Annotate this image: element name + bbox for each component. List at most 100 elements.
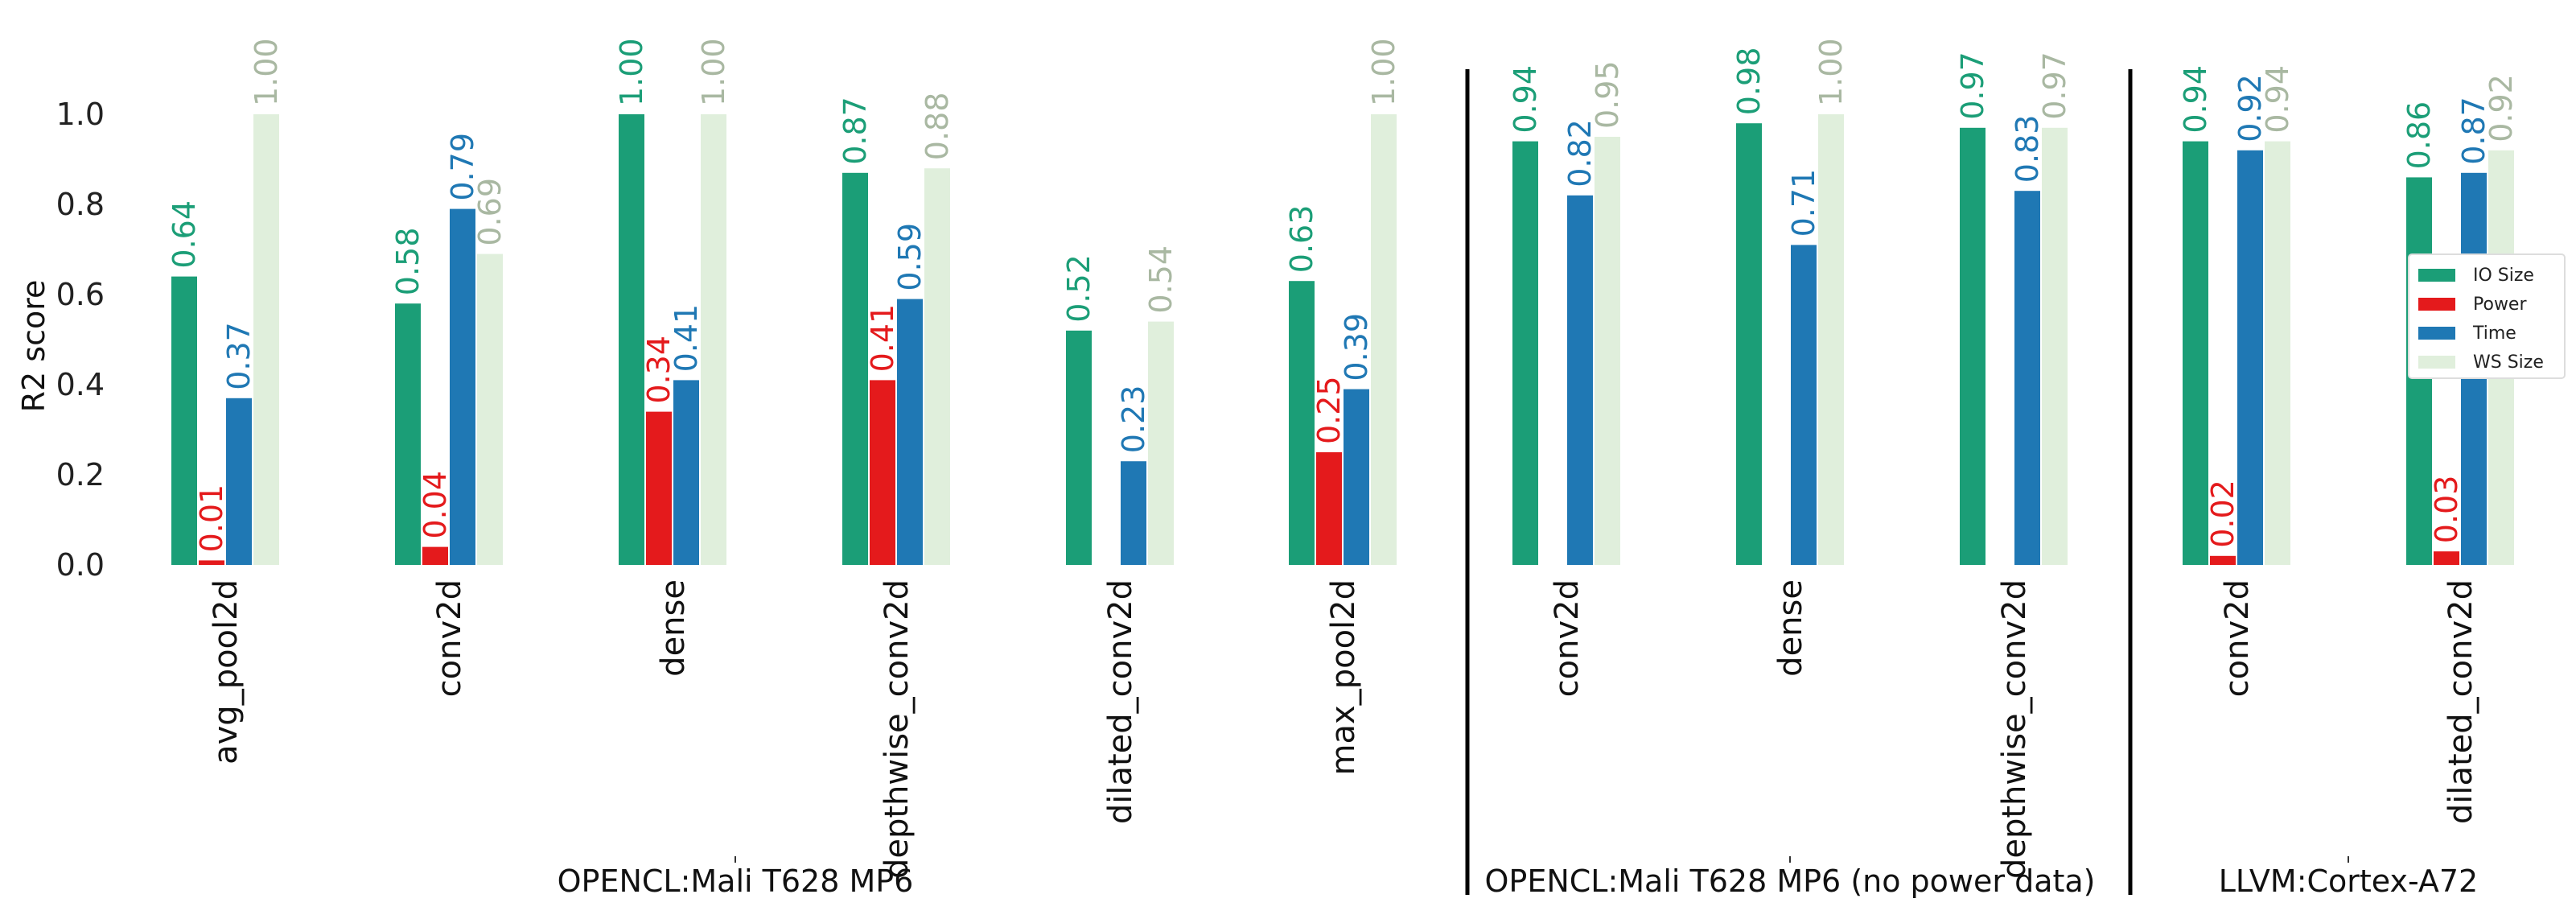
bar-io-size xyxy=(1736,123,1762,565)
bar-ws-size xyxy=(1148,321,1174,565)
bar-io-size xyxy=(395,303,421,565)
value-label: 0.87 xyxy=(837,97,873,165)
category-label: avg_pool2d xyxy=(208,579,245,764)
value-label: 0.95 xyxy=(1590,60,1625,129)
category-label: dilated_conv2d xyxy=(2442,579,2479,824)
bar-time xyxy=(2014,191,2040,565)
category-labels: avg_pool2d conv2d dense depthwise_conv2d dil… xyxy=(208,579,2479,879)
value-label: 0.83 xyxy=(2010,115,2045,183)
value-label: 0.87 xyxy=(2456,97,2492,165)
bar-io-size xyxy=(1066,330,1092,565)
value-label: 0.37 xyxy=(221,322,257,390)
value-label: 0.25 xyxy=(1311,376,1347,444)
value-label: 0.82 xyxy=(1562,119,1598,188)
bar-power xyxy=(646,411,672,565)
bar-ws-size xyxy=(2265,141,2290,566)
value-label: 0.34 xyxy=(641,336,677,404)
bar-power xyxy=(199,560,224,565)
y-tick-label: 0.6 xyxy=(56,277,105,312)
y-tick-label: 0.8 xyxy=(56,187,105,222)
value-label: 1.00 xyxy=(249,38,284,106)
group-labels: OPENCL:Mali T628 MP6 OPENCL:Mali T628 MP6… xyxy=(558,856,2478,899)
value-label: 0.92 xyxy=(2483,74,2519,142)
value-label: 0.69 xyxy=(472,178,508,246)
value-label: 0.86 xyxy=(2401,101,2437,170)
value-label: 0.04 xyxy=(418,471,453,539)
legend-label: IO Size xyxy=(2473,266,2534,286)
bar-power xyxy=(870,380,895,565)
bar-power xyxy=(422,546,448,565)
value-label: 0.41 xyxy=(669,304,704,373)
bar-time xyxy=(1567,195,1593,566)
value-label: 0.03 xyxy=(2429,476,2464,544)
value-label: 0.94 xyxy=(2178,65,2213,134)
bar-time xyxy=(450,208,475,565)
category-label: conv2d xyxy=(1549,579,1586,697)
category-label: depthwise_conv2d xyxy=(879,579,916,879)
value-label: 0.63 xyxy=(1284,205,1319,274)
category-label: conv2d xyxy=(2219,579,2256,697)
bar-time xyxy=(226,398,252,565)
value-label: 0.97 xyxy=(1955,52,1990,120)
category-label: depthwise_conv2d xyxy=(1996,579,2033,879)
bar-ws-size xyxy=(701,114,726,565)
category-label: dense xyxy=(1772,579,1809,677)
legend-box xyxy=(2408,253,2566,379)
y-axis: 0.0 0.2 0.4 0.6 0.8 1.0 R2 score xyxy=(16,69,2133,895)
y-tick-label: 1.0 xyxy=(56,97,105,132)
bar-ws-size xyxy=(477,253,503,565)
value-label: 0.71 xyxy=(1786,169,1821,237)
bar-io-size xyxy=(842,172,868,566)
bar-time xyxy=(1791,245,1817,565)
group-label: OPENCL:Mali T628 MP6 (no power data) xyxy=(1485,863,2096,899)
value-label: 0.41 xyxy=(865,304,900,373)
bar-ws-size xyxy=(2042,127,2068,566)
bar-power xyxy=(2434,551,2459,565)
value-label: 0.64 xyxy=(167,200,202,269)
value-label: 1.00 xyxy=(614,38,649,106)
value-label: 0.54 xyxy=(1143,245,1179,314)
legend-swatch xyxy=(2418,298,2455,311)
bar-time xyxy=(673,380,699,565)
value-label: 0.52 xyxy=(1061,254,1097,323)
bar-ws-size xyxy=(1818,114,1844,565)
group-label: OPENCL:Mali T628 MP6 xyxy=(558,863,914,899)
bar-io-size xyxy=(171,276,197,565)
category-label: dense xyxy=(655,579,692,677)
value-label: 0.02 xyxy=(2205,480,2241,548)
value-labels: 0.64 0.01 0.37 1.00 0.58 0.04 0.790.69 1.00 0.34… xyxy=(167,38,2519,552)
bar-ws-size xyxy=(1371,114,1397,565)
value-label: 0.01 xyxy=(194,484,229,553)
bar-io-size xyxy=(1289,281,1315,565)
bar-power xyxy=(1316,452,1342,565)
value-label: 0.59 xyxy=(892,223,928,291)
legend-label: Power xyxy=(2473,295,2527,315)
bar-io-size xyxy=(619,114,644,565)
bar-time xyxy=(2237,150,2263,566)
group-label: LLVM:Cortex-A72 xyxy=(2219,863,2478,899)
value-label: 0.58 xyxy=(390,228,426,296)
value-label: 0.88 xyxy=(920,93,955,161)
bar-power xyxy=(2210,555,2236,565)
bar-ws-size xyxy=(924,168,950,565)
legend-swatch xyxy=(2418,356,2455,369)
value-label: 0.23 xyxy=(1116,385,1151,454)
legend-swatch xyxy=(2418,327,2455,340)
value-label: 0.92 xyxy=(2232,74,2268,142)
y-axis-title: R2 score xyxy=(16,280,51,413)
legend: IO Size Power Time WS Size xyxy=(2408,253,2566,379)
value-label: 1.00 xyxy=(1366,38,1401,106)
value-label: 0.79 xyxy=(445,133,480,201)
legend-swatch xyxy=(2418,269,2455,282)
value-label: 0.94 xyxy=(1508,65,1543,134)
bar-time xyxy=(1121,461,1146,565)
value-label: 1.00 xyxy=(696,38,731,106)
value-label: 0.97 xyxy=(2037,52,2072,120)
value-label: 0.94 xyxy=(2260,65,2295,134)
y-tick-label: 0.4 xyxy=(56,367,105,402)
category-label: conv2d xyxy=(431,579,468,697)
legend-label: WS Size xyxy=(2473,352,2544,373)
bar-ws-size xyxy=(1595,137,1620,565)
y-tick-label: 0.2 xyxy=(56,457,105,492)
